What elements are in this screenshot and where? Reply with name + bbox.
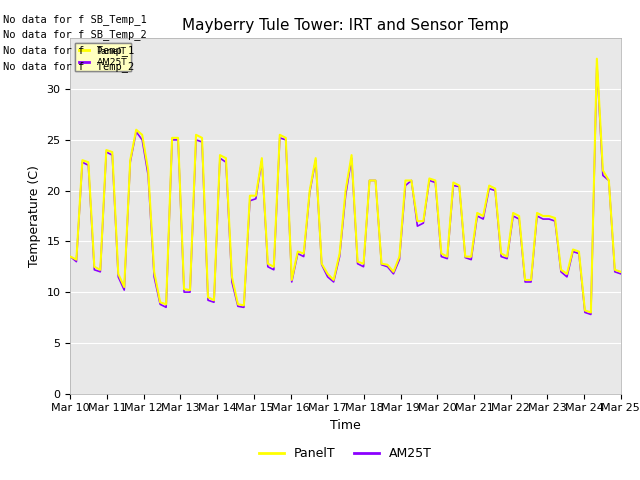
Text: No data for f  Temp_2: No data for f Temp_2 xyxy=(3,61,134,72)
Line: AM25T: AM25T xyxy=(70,64,621,314)
Text: No data for f SB_Temp_2: No data for f SB_Temp_2 xyxy=(3,29,147,40)
PanelT xyxy=(138,132,146,138)
AM25T xyxy=(617,271,625,277)
AM25T xyxy=(449,183,457,189)
AM25T xyxy=(67,254,74,260)
PanelT xyxy=(587,310,595,315)
PanelT xyxy=(449,180,457,185)
X-axis label: Time: Time xyxy=(330,419,361,432)
AM25T xyxy=(342,193,349,199)
AM25T xyxy=(587,312,595,317)
AM25T xyxy=(138,137,146,143)
Y-axis label: Temperature (C): Temperature (C) xyxy=(28,165,41,267)
PanelT xyxy=(180,286,188,292)
PanelT xyxy=(156,300,164,305)
AM25T xyxy=(593,61,601,67)
Legend: PanelT, AM25T: PanelT, AM25T xyxy=(75,43,131,71)
Text: No data for f  Temp_1: No data for f Temp_1 xyxy=(3,45,134,56)
AM25T xyxy=(180,289,188,295)
PanelT xyxy=(67,254,74,260)
PanelT xyxy=(503,254,511,260)
PanelT xyxy=(342,188,349,193)
PanelT xyxy=(593,56,601,61)
PanelT xyxy=(617,269,625,275)
Text: No data for f SB_Temp_1: No data for f SB_Temp_1 xyxy=(3,13,147,24)
Line: PanelT: PanelT xyxy=(70,59,621,312)
AM25T xyxy=(503,256,511,262)
AM25T xyxy=(156,301,164,307)
Title: Mayberry Tule Tower: IRT and Sensor Temp: Mayberry Tule Tower: IRT and Sensor Temp xyxy=(182,18,509,33)
